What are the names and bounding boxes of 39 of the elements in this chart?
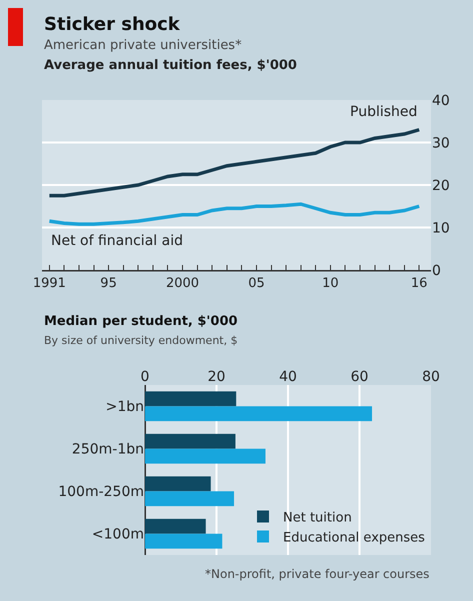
x-tick-label: 05 [248, 276, 265, 292]
chart-title: Sticker shock [44, 14, 181, 35]
bar [145, 391, 236, 406]
x-tick-label: 80 [422, 369, 440, 386]
y-tick-label: 40 [432, 92, 450, 109]
x-tick-label: 60 [350, 369, 368, 386]
x-tick-label: 16 [410, 276, 428, 292]
series-label: Published [350, 104, 418, 120]
bar [145, 491, 234, 506]
y-tick-label: 30 [432, 135, 450, 152]
series-label: Net of financial aid [51, 233, 183, 249]
y-tick-label: 10 [432, 220, 450, 236]
y-tick-label: 100m-250m [58, 484, 144, 500]
x-tick-label: 10 [322, 276, 339, 292]
x-tick-label: 20 [208, 369, 226, 386]
bar [145, 448, 266, 464]
y-tick-label: 0 [432, 262, 441, 279]
y-tick-label: >1bn [106, 399, 144, 416]
y-tick-label: <100m [92, 526, 144, 543]
legend-label: Educational expenses [283, 530, 426, 546]
x-tick-label: 95 [100, 276, 117, 292]
line-series [48, 128, 421, 198]
x-tick-label: 2000 [166, 276, 200, 292]
chart-title: Median per student, $'000 [44, 314, 238, 329]
chart-subtitle: American private universities* [44, 38, 242, 53]
y-tick-label: 20 [432, 178, 450, 194]
bar [145, 476, 211, 492]
y-axis-title: Average annual tuition fees, $'000 [44, 58, 297, 73]
line-series [48, 202, 421, 226]
legend-label: Net tuition [283, 510, 352, 526]
text: *Non-profit, private four-year courses [205, 567, 430, 581]
bar [145, 434, 236, 449]
x-tick-label: 1991 [32, 276, 66, 292]
x-tick-label: 40 [279, 369, 297, 386]
y-tick-label: 250m-1bn [72, 442, 144, 458]
bar [145, 406, 372, 422]
bar [145, 534, 222, 549]
chart-subtitle: By size of university endowment, $ [44, 334, 238, 347]
bar [145, 518, 206, 534]
